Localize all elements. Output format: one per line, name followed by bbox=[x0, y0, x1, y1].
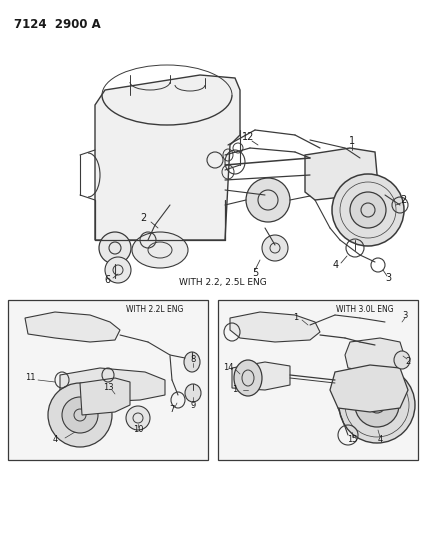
Ellipse shape bbox=[331, 174, 403, 246]
Ellipse shape bbox=[245, 178, 289, 222]
Text: 2: 2 bbox=[399, 195, 405, 205]
Text: 7: 7 bbox=[169, 406, 174, 415]
Ellipse shape bbox=[349, 192, 385, 228]
Polygon shape bbox=[231, 362, 289, 390]
Polygon shape bbox=[304, 148, 377, 200]
Text: 4: 4 bbox=[332, 260, 338, 270]
Text: 2: 2 bbox=[140, 213, 146, 223]
Polygon shape bbox=[95, 75, 239, 240]
Text: 7124  2900 A: 7124 2900 A bbox=[14, 18, 101, 31]
Text: 14: 14 bbox=[222, 364, 233, 373]
Text: 5: 5 bbox=[251, 268, 258, 278]
Ellipse shape bbox=[132, 232, 187, 268]
Text: 3: 3 bbox=[401, 311, 407, 319]
Polygon shape bbox=[344, 338, 404, 372]
Text: 8: 8 bbox=[190, 356, 195, 365]
Text: 12: 12 bbox=[241, 132, 253, 142]
Ellipse shape bbox=[48, 383, 112, 447]
Text: 2: 2 bbox=[404, 358, 410, 367]
Text: WITH 3.0L ENG: WITH 3.0L ENG bbox=[335, 305, 393, 314]
Text: 1: 1 bbox=[348, 136, 354, 146]
Ellipse shape bbox=[105, 257, 131, 283]
Polygon shape bbox=[329, 365, 407, 412]
Text: 4: 4 bbox=[377, 435, 382, 445]
Text: 13: 13 bbox=[102, 384, 113, 392]
Text: 10: 10 bbox=[132, 425, 143, 434]
Text: 6: 6 bbox=[104, 275, 110, 285]
Ellipse shape bbox=[184, 352, 199, 372]
Text: 11: 11 bbox=[25, 374, 35, 383]
Ellipse shape bbox=[184, 384, 201, 402]
Ellipse shape bbox=[99, 232, 131, 264]
Text: 15: 15 bbox=[346, 435, 357, 445]
Ellipse shape bbox=[354, 383, 398, 427]
Polygon shape bbox=[80, 378, 130, 415]
Polygon shape bbox=[230, 312, 319, 342]
Ellipse shape bbox=[338, 367, 414, 443]
Text: 3: 3 bbox=[384, 273, 390, 283]
Text: WITH 2.2, 2.5L ENG: WITH 2.2, 2.5L ENG bbox=[178, 279, 266, 287]
Polygon shape bbox=[25, 312, 120, 342]
Text: 1: 1 bbox=[293, 313, 298, 322]
Ellipse shape bbox=[126, 406, 150, 430]
Bar bbox=[8, 300, 207, 460]
Ellipse shape bbox=[262, 235, 287, 261]
Bar bbox=[218, 300, 417, 460]
Text: WITH 2.2L ENG: WITH 2.2L ENG bbox=[126, 305, 183, 314]
Text: 9: 9 bbox=[190, 400, 195, 409]
Ellipse shape bbox=[393, 351, 409, 369]
Ellipse shape bbox=[233, 360, 262, 396]
Text: 4: 4 bbox=[52, 435, 58, 445]
Text: 1: 1 bbox=[232, 385, 237, 394]
Ellipse shape bbox=[62, 397, 98, 433]
Polygon shape bbox=[60, 368, 164, 402]
